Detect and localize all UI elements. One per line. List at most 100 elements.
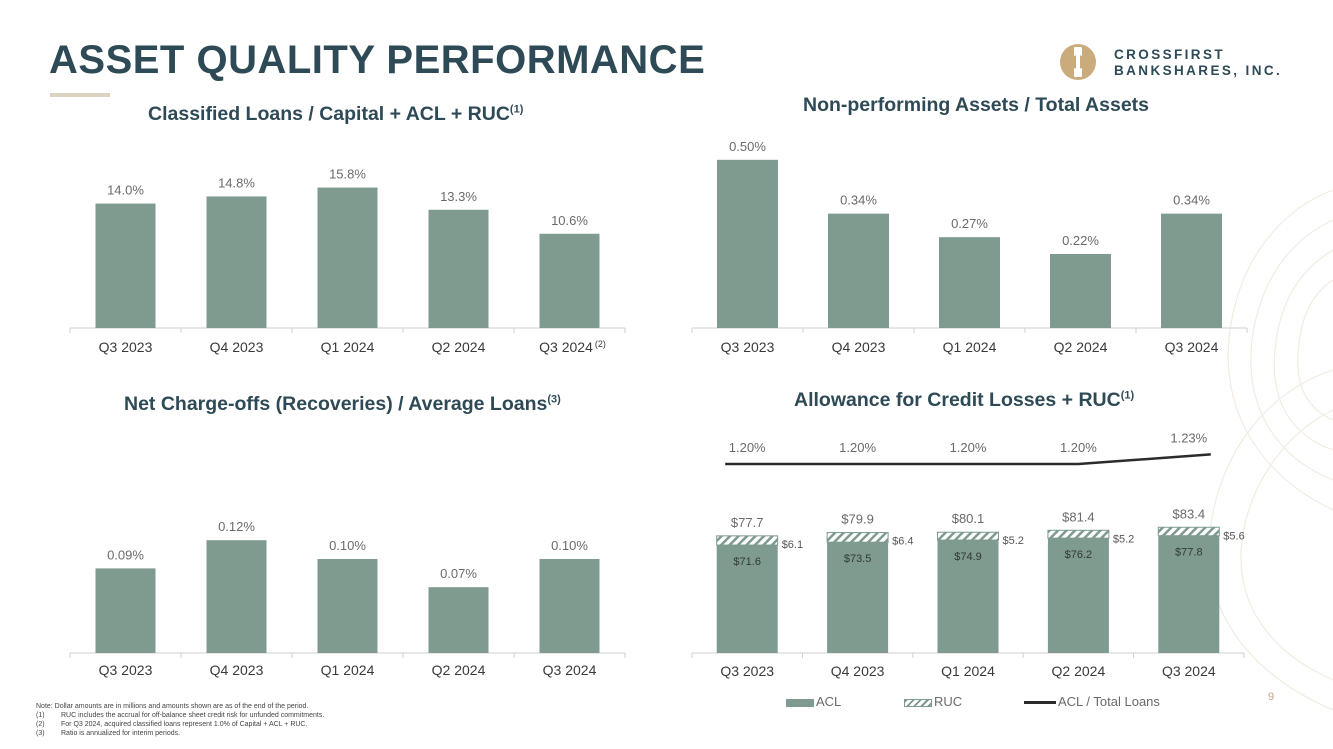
legend-ruc: RUC [904, 694, 962, 709]
nco-tick-label: Q4 2023 [210, 662, 264, 678]
npa-bar [1161, 213, 1222, 328]
nco-data-label: 0.07% [440, 566, 477, 581]
note-main: Note: Dollar amounts are in millions and… [36, 703, 309, 710]
nco-bar [428, 587, 489, 653]
ruc-value-label: $5.2 [1113, 533, 1134, 545]
nco-tick-label: Q3 2024 [543, 662, 597, 678]
company-logo: CROSSFIRST BANKSHARES, INC. [1058, 42, 1308, 84]
npa-bar [939, 237, 1000, 328]
npa-data-label: 0.22% [1062, 233, 1099, 248]
title-underline [50, 93, 110, 97]
legend-acl-ratio: ACL / Total Loans [1024, 694, 1160, 709]
npa-tick-label: Q2 2024 [1054, 339, 1108, 355]
classified-data-label: 15.8% [329, 167, 366, 182]
page-number: 9 [1268, 691, 1275, 703]
nco-bar [95, 568, 156, 653]
classified-tick-label: Q1 2024 [321, 339, 375, 355]
acl-value-label: $74.9 [954, 551, 982, 563]
ruc-value-label: $5.6 [1223, 530, 1244, 542]
npa-data-label: 0.34% [840, 193, 877, 208]
note-1: (1) RUC includes the accrual for off-bala… [36, 712, 325, 719]
acl-ratio-label: 1.23% [1170, 430, 1207, 445]
legend-acl: ACL [786, 694, 841, 709]
nco-bar [317, 559, 378, 653]
classified-bar [95, 203, 156, 328]
acl-ratio-label: 1.20% [729, 440, 766, 455]
acl-bar-ruc [1047, 529, 1110, 539]
acl-bar-acl [1158, 535, 1220, 653]
acl-bar-acl [1047, 538, 1109, 653]
acl-value-label: $77.8 [1175, 547, 1203, 559]
acl-bar-ruc [937, 531, 999, 541]
acl-value-label: $73.5 [844, 553, 872, 565]
ruc-value-label: $6.4 [892, 536, 913, 548]
classified-bar [206, 196, 267, 328]
npa-tick-label: Q3 2024 [1165, 339, 1219, 355]
acl-total-label: $79.9 [841, 512, 874, 527]
acl-ratio-label: 1.20% [950, 440, 987, 455]
acl-total-label: $77.7 [731, 515, 764, 530]
npa-tick-label: Q4 2023 [832, 339, 886, 355]
acl-tick-label: Q2 2024 [1052, 663, 1106, 679]
classified-data-label: 10.6% [551, 213, 588, 228]
nco-chart-title: Net Charge-offs (Recoveries) / Average L… [124, 393, 561, 415]
acl-value-label: $71.6 [733, 556, 761, 568]
classified-tick-label: Q4 2023 [210, 339, 264, 355]
acl-ratio-line [725, 453, 1211, 466]
acl-total-label: $83.4 [1173, 506, 1206, 521]
npa-tick-label: Q1 2024 [943, 339, 997, 355]
acl-bar-acl [716, 545, 778, 653]
footnotes: Note: Dollar amounts are in millions and… [36, 702, 324, 738]
nco-tick-label: Q2 2024 [432, 662, 486, 678]
legend-ruc-swatch [904, 698, 932, 707]
acl-chart-title: Allowance for Credit Losses + RUC(1) [794, 389, 1135, 411]
npa-data-label: 0.27% [951, 216, 988, 231]
acl-bar-ruc [1157, 526, 1220, 537]
classified-tick-label: Q3 2024 (2) [539, 339, 606, 355]
acl-ratio-label: 1.20% [1060, 440, 1097, 455]
npa-bar [1050, 254, 1111, 328]
npa-data-label: 0.34% [1173, 193, 1210, 208]
npa-bar [828, 213, 889, 328]
note-2: (2) For Q3 2024, acquired classified loan… [36, 721, 308, 728]
acl-tick-label: Q4 2023 [831, 663, 885, 679]
nco-bar [206, 540, 267, 653]
nco-data-label: 0.12% [218, 519, 255, 534]
acl-bar-acl [827, 542, 889, 653]
nco-data-label: 0.10% [551, 538, 588, 553]
acl-total-label: $80.1 [952, 511, 985, 526]
classified-bar [428, 209, 489, 328]
nco-data-label: 0.09% [107, 547, 144, 562]
ruc-value-label: $5.2 [1003, 535, 1024, 547]
classified-data-label: 14.8% [218, 175, 255, 190]
acl-total-label: $81.4 [1062, 509, 1095, 524]
classified-data-label: 13.3% [440, 189, 477, 204]
npa-chart-title: Non-performing Assets / Total Assets [803, 94, 1150, 116]
acl-value-label: $76.2 [1065, 549, 1093, 561]
ruc-value-label: $6.1 [782, 539, 803, 551]
legend-acl-swatch [786, 698, 814, 707]
nco-tick-label: Q3 2023 [99, 662, 153, 678]
crossfirst-logo-icon [1060, 44, 1096, 80]
nco-data-label: 0.10% [329, 538, 366, 553]
logo-line-2: BANKSHARES, INC. [1114, 63, 1283, 78]
legend-line-swatch [1024, 701, 1056, 705]
acl-bar-ruc [826, 532, 889, 543]
acl-bar-acl [937, 540, 999, 653]
classified-data-label: 14.0% [107, 183, 144, 198]
logo-line-1: CROSSFIRST [1114, 47, 1226, 62]
npa-tick-label: Q3 2023 [721, 339, 775, 355]
nco-bar [539, 559, 600, 653]
nco-tick-label: Q1 2024 [321, 662, 375, 678]
npa-data-label: 0.50% [729, 139, 766, 154]
npa-bar [717, 159, 778, 328]
classified-tick-label: Q3 2023 [99, 339, 153, 355]
classified-bar [317, 187, 378, 328]
acl-tick-label: Q3 2023 [720, 663, 774, 679]
note-3: (3) Ratio is annualized for interim perio… [36, 730, 181, 737]
acl-tick-label: Q3 2024 [1162, 663, 1216, 679]
acl-bar-ruc [716, 535, 779, 546]
acl-ratio-label: 1.20% [839, 440, 876, 455]
classified-bar [539, 233, 600, 328]
